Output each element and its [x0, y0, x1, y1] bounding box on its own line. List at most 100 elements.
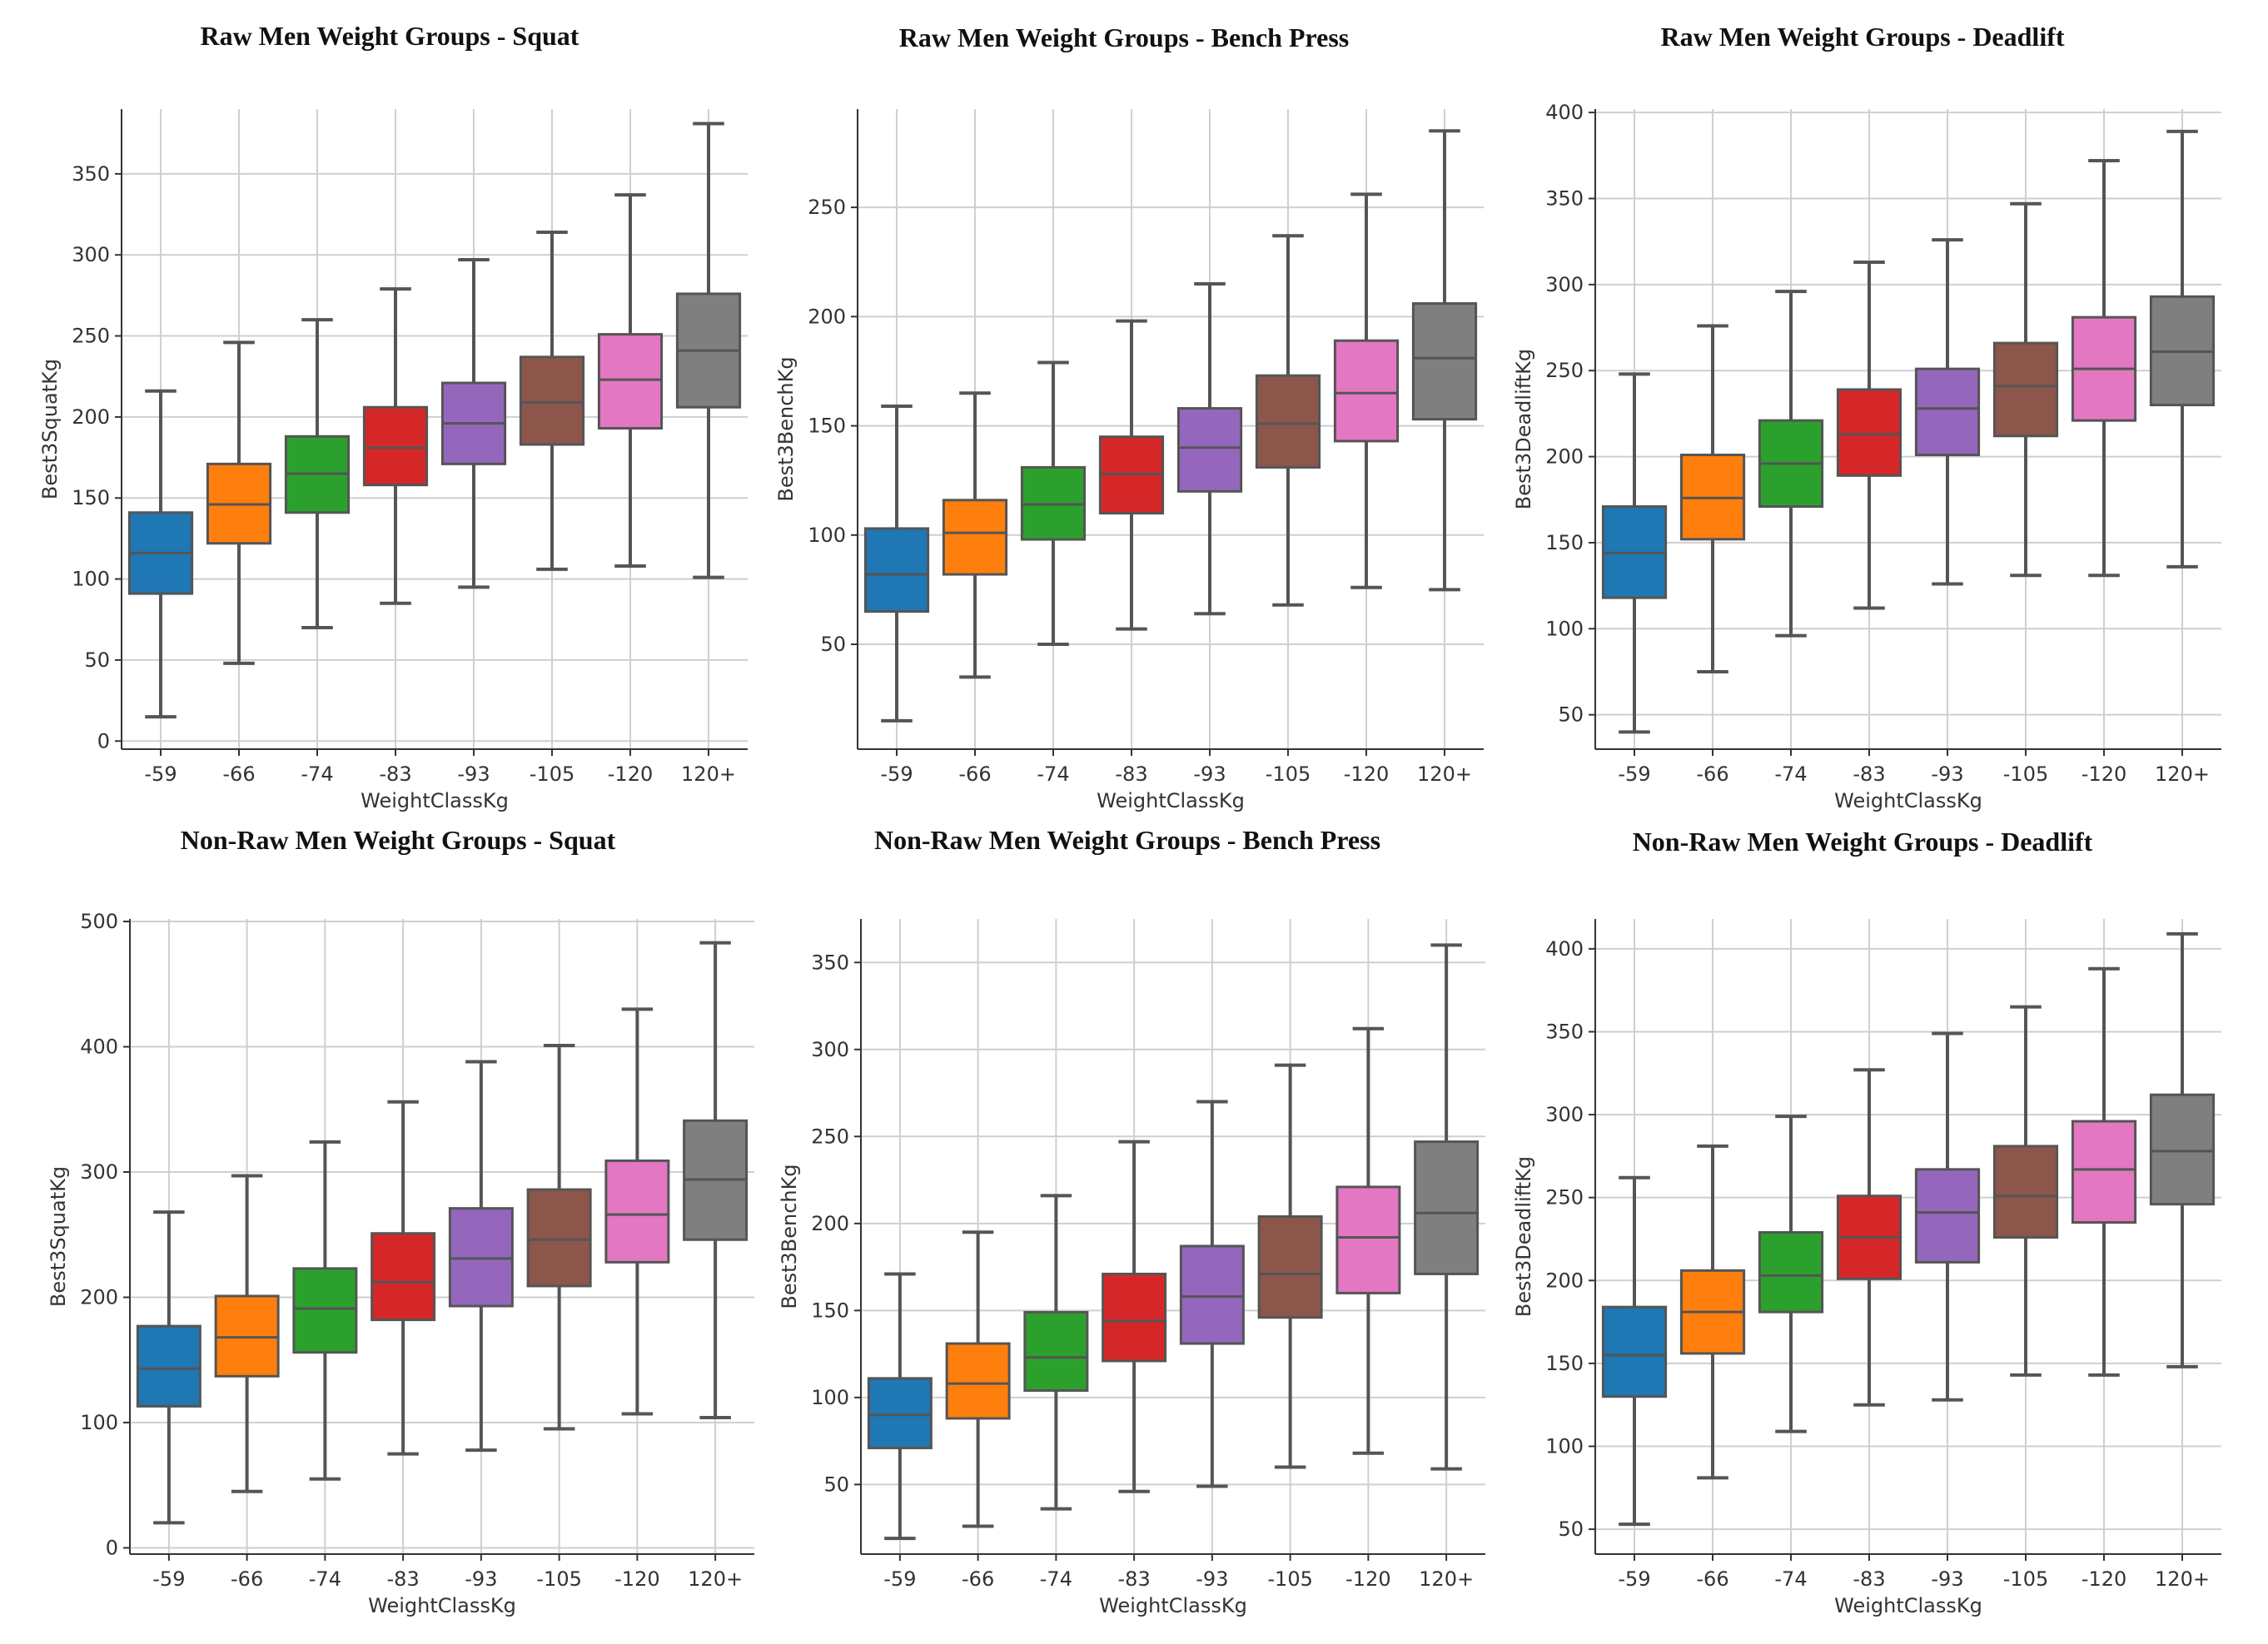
chart-title: Raw Men Weight Groups - Bench Press [899, 22, 1349, 52]
y-tick-label: 250 [808, 196, 846, 219]
x-tick-label: -59 [1618, 1567, 1650, 1591]
box--74 [1758, 1115, 1824, 1433]
box--83 [1098, 319, 1165, 631]
x-tick-label: -74 [309, 1567, 341, 1591]
iqr-box [448, 1207, 514, 1308]
y-axis-label: Best3DeadliftKg [1512, 349, 1535, 509]
x-tick-label: 120+ [688, 1567, 743, 1591]
box--120 [604, 1007, 670, 1416]
y-tick-label: 100 [80, 1411, 118, 1434]
box--93 [1914, 238, 1981, 586]
box-120+ [683, 941, 749, 1419]
iqr-box [867, 1377, 933, 1449]
x-tick-label: -66 [958, 762, 991, 786]
x-tick-label: -74 [1037, 762, 1069, 786]
x-tick-label: -59 [880, 762, 913, 786]
iqr-box [863, 527, 930, 613]
iqr-box [1914, 1168, 1981, 1264]
iqr-box [136, 1324, 201, 1408]
box-120+ [675, 122, 742, 579]
x-tick-label: -93 [465, 1567, 497, 1591]
x-tick-label: -120 [614, 1567, 659, 1591]
box--105 [1992, 1005, 2059, 1377]
x-tick-label: -105 [2003, 1567, 2048, 1591]
box--105 [519, 230, 585, 571]
y-tick-label: 150 [1545, 531, 1584, 554]
iqr-box [1176, 407, 1243, 493]
box--74 [284, 318, 351, 629]
y-tick-label: 200 [1545, 445, 1584, 469]
iqr-box [597, 333, 664, 430]
x-tick-label: 120+ [2155, 762, 2210, 786]
chart-title: Raw Men Weight Groups - Squat [201, 21, 579, 51]
box--83 [371, 1100, 436, 1456]
box--74 [1758, 290, 1824, 638]
x-axis-label: WeightClassKg [1097, 789, 1245, 812]
y-tick-label: 50 [1558, 1517, 1584, 1541]
box--105 [1992, 201, 2059, 578]
x-tick-label: -105 [1266, 762, 1311, 786]
box--59 [1601, 372, 1668, 734]
x-tick-label: -105 [2003, 762, 2048, 786]
y-tick-label: 400 [1545, 101, 1584, 124]
x-tick-label: -93 [457, 762, 490, 786]
x-tick-label: -93 [1193, 762, 1226, 786]
y-tick-label: 150 [811, 1299, 849, 1322]
box--66 [1679, 324, 1746, 673]
chart-panel-3: Raw Men Weight Groups - Deadlift 50 100 150… [1512, 22, 2221, 812]
y-tick-label: 500 [80, 910, 118, 933]
y-tick-label: 200 [80, 1285, 118, 1309]
y-tick-label: 150 [72, 486, 110, 509]
iqr-box [1601, 1305, 1668, 1398]
box--74 [1020, 360, 1087, 647]
iqr-box [1023, 1310, 1089, 1393]
box--120 [1333, 192, 1400, 589]
box--93 [1914, 1031, 1981, 1402]
iqr-box [292, 1267, 358, 1354]
y-tick-label: 50 [84, 648, 110, 672]
box--83 [1836, 1068, 1902, 1407]
y-tick-label: 350 [1545, 186, 1584, 210]
x-tick-label: -74 [1774, 1567, 1807, 1591]
iqr-box [1411, 302, 1478, 421]
x-tick-label: 120+ [1419, 1567, 1474, 1591]
x-tick-label: -83 [1118, 1567, 1151, 1591]
x-tick-label: -66 [1696, 762, 1728, 786]
box--83 [1836, 260, 1902, 610]
x-tick-label: -93 [1931, 762, 1963, 786]
y-axis-label: Best3SquatKg [47, 1166, 70, 1307]
chart-title: Non-Raw Men Weight Groups - Bench Press [874, 825, 1380, 855]
chart-panel-1: Raw Men Weight Groups - Squat 0 50 100 150 20… [38, 21, 748, 812]
y-tick-label: 200 [811, 1212, 849, 1235]
y-tick-label: 350 [72, 162, 110, 186]
iqr-box [2071, 1120, 2137, 1224]
x-tick-label: -93 [1196, 1567, 1228, 1591]
x-tick-label: -66 [962, 1567, 994, 1591]
box--120 [597, 193, 664, 569]
y-tick-label: 50 [1558, 703, 1584, 727]
box--93 [1179, 1100, 1245, 1488]
iqr-box [362, 405, 429, 487]
box--83 [1102, 1140, 1167, 1493]
box--120 [2071, 159, 2137, 578]
x-axis-label: WeightClassKg [1099, 1594, 1247, 1617]
y-tick-label: 250 [1545, 359, 1584, 382]
x-tick-label: -83 [1853, 1567, 1885, 1591]
iqr-box [1836, 388, 1902, 477]
y-axis-label: Best3DeadliftKg [1512, 1156, 1535, 1317]
box-120+ [1414, 943, 1480, 1471]
x-axis-label: WeightClassKg [1834, 1594, 1982, 1617]
x-tick-label: -59 [883, 1567, 916, 1591]
chart-title: Non-Raw Men Weight Groups - Deadlift [1633, 827, 2093, 857]
box--59 [1601, 1175, 1668, 1527]
x-tick-label: -120 [2081, 762, 2126, 786]
x-axis-label: WeightClassKg [368, 1594, 516, 1617]
iqr-box [1758, 1231, 1824, 1314]
iqr-box [1335, 1185, 1401, 1294]
x-tick-label: -66 [1696, 1567, 1728, 1591]
y-tick-label: 200 [808, 305, 846, 328]
x-tick-label: -74 [301, 762, 333, 786]
box--66 [942, 391, 1008, 679]
y-tick-label: 250 [72, 325, 110, 348]
y-tick-label: 200 [72, 405, 110, 429]
